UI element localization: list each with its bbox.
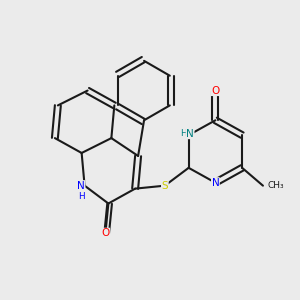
Text: N: N (212, 178, 219, 188)
Text: H: H (181, 129, 187, 138)
Text: CH₃: CH₃ (267, 181, 284, 190)
Text: H: H (78, 193, 84, 202)
Text: O: O (211, 85, 220, 96)
Text: N: N (186, 129, 194, 139)
Text: O: O (101, 228, 110, 238)
Text: S: S (161, 181, 168, 191)
Text: N: N (77, 181, 85, 191)
